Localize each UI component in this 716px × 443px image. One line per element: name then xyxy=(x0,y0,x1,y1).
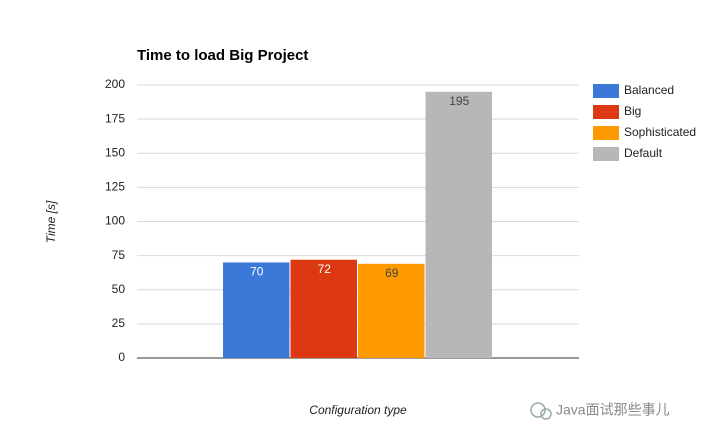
y-tick-label: 50 xyxy=(112,282,126,296)
legend-label: Default xyxy=(624,146,663,160)
legend-label: Sophisticated xyxy=(624,125,696,139)
y-tick-label: 125 xyxy=(105,180,125,194)
y-tick-label: 150 xyxy=(105,145,125,159)
legend-swatch xyxy=(593,147,619,161)
y-axis-title: Time [s] xyxy=(44,200,58,243)
bar xyxy=(223,262,290,358)
legend-label: Big xyxy=(624,104,641,118)
y-tick-label: 200 xyxy=(105,77,125,91)
value-label: 72 xyxy=(318,262,332,276)
y-tick-label: 25 xyxy=(112,316,126,330)
legend-label: Balanced xyxy=(624,83,674,97)
x-axis-title: Configuration type xyxy=(309,403,407,417)
y-tick-label: 75 xyxy=(112,248,126,262)
value-label: 69 xyxy=(385,266,399,280)
legend-swatch xyxy=(593,84,619,98)
y-tick-label: 175 xyxy=(105,111,125,125)
watermark: Java面试那些事儿 xyxy=(556,402,670,418)
bar xyxy=(290,259,357,358)
watermark-icon xyxy=(530,402,552,420)
value-label: 195 xyxy=(449,94,469,108)
bar xyxy=(425,91,492,358)
legend-swatch xyxy=(593,126,619,140)
bar xyxy=(358,263,425,358)
value-label: 70 xyxy=(250,265,264,279)
y-tick-label: 0 xyxy=(118,350,125,364)
legend-swatch xyxy=(593,105,619,119)
chart-title: Time to load Big Project xyxy=(137,47,308,64)
y-tick-label: 100 xyxy=(105,214,125,228)
